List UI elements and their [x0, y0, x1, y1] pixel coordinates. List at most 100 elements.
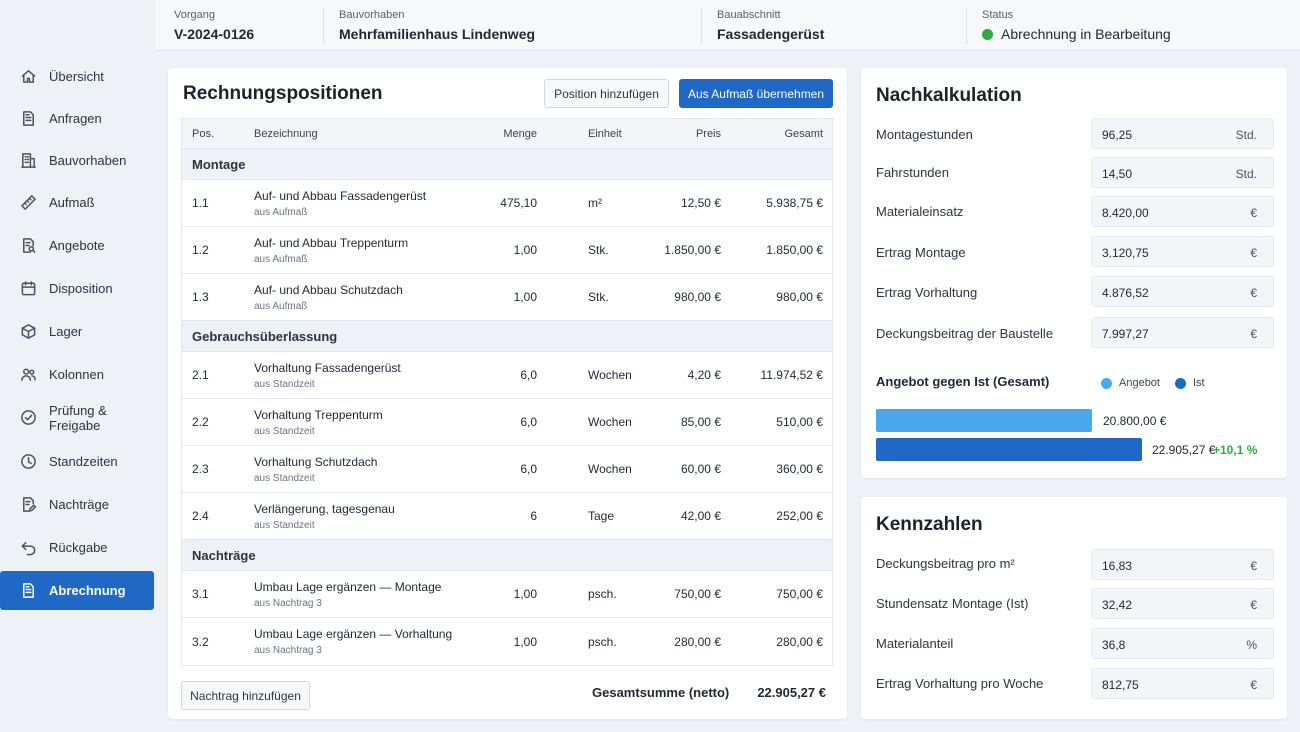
row-total: 750,00 €	[776, 587, 823, 601]
kv-label: Ertrag Montage	[876, 245, 966, 260]
row-pos: 1.2	[192, 243, 209, 257]
row-desc-main: Umbau Lage ergänzen — Montage	[254, 579, 442, 594]
nachkalkulation-card: Nachkalkulation Montagestunden 96,25 Std.…	[861, 68, 1287, 478]
add-position-button[interactable]: Position hinzufügen	[544, 79, 669, 108]
legend-angebot: Angebot	[1101, 377, 1160, 389]
row-price: 4,20 €	[687, 368, 721, 382]
header-divider	[323, 8, 324, 44]
sidebar-item-aufmass[interactable]: Aufmaß	[0, 183, 154, 222]
kv-value: 96,25	[1102, 128, 1133, 142]
sidebar-item-uebersicht[interactable]: Übersicht	[0, 57, 154, 96]
kennzahlen-title: Kennzahlen	[876, 514, 983, 535]
legend-label: Ist	[1193, 377, 1205, 389]
sidebar-item-nachtraege[interactable]: Nachträge	[0, 485, 154, 524]
group-header: Gebrauchsüberlassung	[182, 321, 832, 352]
import-aufmass-button[interactable]: Aus Aufmaß übernehmen	[679, 79, 833, 108]
kv-label: Deckungsbeitrag pro m²	[876, 556, 1015, 571]
row-total: 252,00 €	[776, 509, 823, 523]
sidebar-item-standzeiten[interactable]: Standzeiten	[0, 442, 154, 481]
row-unit: psch.	[588, 634, 617, 649]
status-dot	[982, 29, 993, 40]
row-total: 1.850,00 €	[766, 243, 823, 257]
header-divider	[701, 8, 702, 44]
bauabschnitt-value: Fassadengerüst	[717, 26, 825, 42]
header-bar: Vorgang V-2024-0126 Bauvorhaben Mehrfami…	[155, 0, 1300, 51]
row-desc: Auf- und Abbau Treppenturm aus Aufmaß	[254, 227, 408, 273]
kv-unit: Std.	[1235, 167, 1257, 181]
kv-value: 8.420,00	[1102, 206, 1149, 220]
home-icon	[20, 68, 37, 85]
row-price: 280,00 €	[674, 634, 721, 649]
sidebar-item-lager[interactable]: Lager	[0, 312, 154, 351]
row-unit: m²	[588, 196, 602, 210]
row-source: aus Aufmaß	[254, 253, 308, 265]
sidebar-item-anfragen[interactable]: Anfragen	[0, 99, 154, 138]
row-source: aus Standzeit	[254, 472, 315, 484]
bauvorhaben-field: Bauvorhaben Mehrfamilienhaus Lindenweg	[339, 0, 535, 51]
bauvorhaben-label: Bauvorhaben	[339, 9, 405, 21]
row-desc-main: Auf- und Abbau Fassadengerüst	[254, 188, 427, 203]
document-icon	[20, 110, 37, 127]
row-price: 980,00 €	[674, 290, 721, 304]
comparison-title: Angebot gegen Ist (Gesamt)	[876, 374, 1050, 389]
clock-icon	[20, 453, 37, 470]
positions-table: Pos. Bezeichnung Menge Einheit Preis Ges…	[181, 118, 833, 666]
table-row[interactable]: 3.2 Umbau Lage ergänzen — Vorhaltung aus …	[182, 618, 832, 665]
sidebar-item-kolonnen[interactable]: Kolonnen	[0, 355, 154, 394]
kv-value-field: 3.120,75 €	[1091, 236, 1274, 267]
table-row[interactable]: 1.3 Auf- und Abbau Schutzdach aus Aufmaß …	[182, 274, 832, 321]
kv-unit: €	[1250, 678, 1257, 692]
kv-value: 4.876,52	[1102, 286, 1149, 300]
box-icon	[20, 323, 37, 340]
kv-value-field: 4.876,52 €	[1091, 276, 1274, 307]
kv-unit: €	[1250, 598, 1257, 612]
row-source: aus Standzeit	[254, 378, 315, 390]
row-source: aus Nachtrag 3	[254, 597, 322, 609]
total-label: Gesamtsumme (netto)	[592, 685, 730, 700]
sidebar-item-label: Disposition	[49, 281, 113, 296]
row-qty: 475,10	[500, 196, 537, 210]
kv-unit: Std.	[1235, 128, 1257, 142]
ruler-icon	[20, 194, 37, 211]
sidebar-item-label: Anfragen	[49, 111, 102, 126]
row-qty: 6	[530, 509, 537, 523]
table-row[interactable]: 1.2 Auf- und Abbau Treppenturm aus Aufmaß…	[182, 227, 832, 274]
sidebar-item-label: Standzeiten	[49, 454, 118, 469]
kv-value: 14,50	[1102, 167, 1133, 181]
table-row[interactable]: 2.3 Vorhaltung Schutzdach aus Standzeit 6…	[182, 446, 832, 493]
bar-angebot	[876, 409, 1092, 432]
sidebar-item-abrechnung[interactable]: Abrechnung	[0, 571, 154, 610]
positions-card: Rechnungspositionen Position hinzufügen …	[168, 68, 847, 719]
kennzahlen-card: Kennzahlen Deckungsbeitrag pro m² 16,83 €…	[861, 497, 1287, 719]
col-qty: Menge	[503, 127, 537, 140]
bar-ist	[876, 438, 1142, 461]
row-unit: Stk.	[588, 290, 609, 304]
sidebar-item-label: Lager	[49, 324, 83, 339]
table-row[interactable]: 2.1 Vorhaltung Fassadengerüst aus Standze…	[182, 352, 832, 399]
kv-value-field: 7.997,27 €	[1091, 317, 1274, 348]
row-price: 750,00 €	[674, 587, 721, 601]
kv-value-field: 32,42 €	[1091, 588, 1274, 619]
kv-label: Materialanteil	[876, 636, 954, 651]
check-circle-icon	[20, 409, 37, 426]
sidebar-item-pruefung-freigabe[interactable]: Prüfung & Freigabe	[0, 398, 154, 437]
sidebar-item-label: Prüfung & Freigabe	[49, 402, 107, 433]
legend-dot-ist	[1175, 377, 1186, 389]
table-row[interactable]: 2.4 Verlängerung, tagesgenau aus Standzei…	[182, 493, 832, 540]
sidebar-item-angebote[interactable]: Angebote	[0, 226, 154, 265]
kv-value: 7.997,27	[1102, 327, 1149, 341]
group-header: Nachträge	[182, 540, 832, 571]
table-row[interactable]: 3.1 Umbau Lage ergänzen — Montage aus Nac…	[182, 571, 832, 618]
sidebar-item-rueckgabe[interactable]: Rückgabe	[0, 528, 154, 567]
table-row[interactable]: 2.2 Vorhaltung Treppenturm aus Standzeit …	[182, 399, 832, 446]
row-price: 85,00 €	[680, 415, 721, 429]
add-nachtrag-button[interactable]: Nachtrag hinzufügen	[181, 681, 310, 710]
legend-label: Angebot	[1119, 377, 1160, 389]
table-row[interactable]: 1.1 Auf- und Abbau Fassadengerüst aus Auf…	[182, 180, 832, 227]
sidebar-item-bauvorhaben[interactable]: Bauvorhaben	[0, 141, 154, 180]
kv-label: Montagestunden	[876, 127, 973, 142]
sidebar-item-disposition[interactable]: Disposition	[0, 269, 154, 308]
kv-unit: %	[1246, 638, 1257, 652]
kv-label: Fahrstunden	[876, 165, 949, 180]
row-pos: 2.4	[192, 509, 209, 523]
